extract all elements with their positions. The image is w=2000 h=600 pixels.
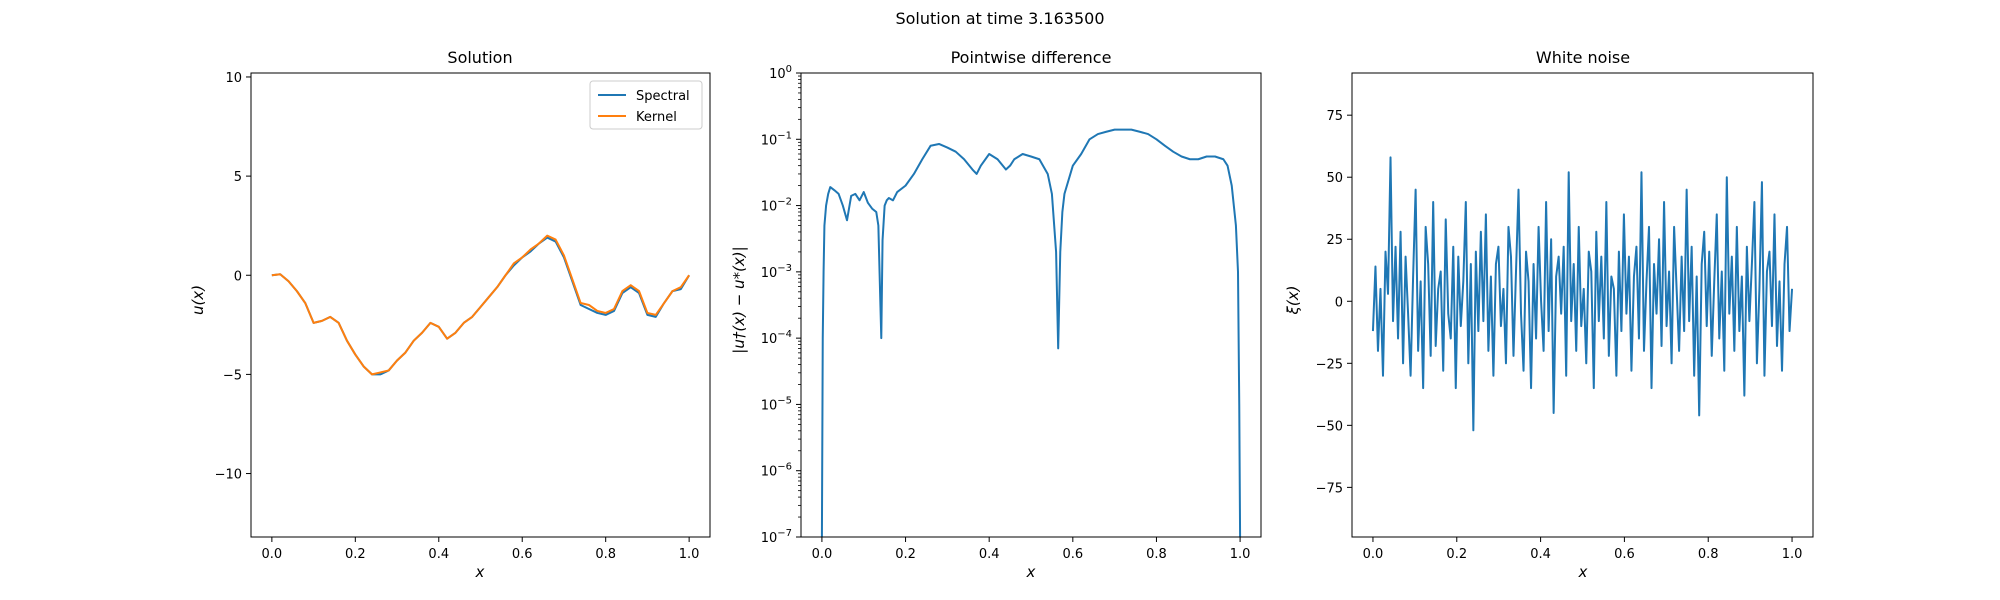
y-tick-label: 75 xyxy=(1326,109,1343,124)
y-tick-label: 10−2 xyxy=(761,197,792,215)
x-tick-label: 0.2 xyxy=(895,547,916,562)
y-tick-label: 25 xyxy=(1326,233,1343,248)
x-tick-label: 0.2 xyxy=(345,547,366,562)
axes-frame xyxy=(250,72,711,538)
x-tick-label: 0.8 xyxy=(1146,547,1167,562)
y-tick-label: 10−3 xyxy=(761,263,792,281)
x-tick-label: 0.4 xyxy=(979,547,1000,562)
y-axis-label: u(x) xyxy=(189,285,207,315)
legend: Spectral Kernel xyxy=(589,80,703,130)
x-tick-label: 1.0 xyxy=(1230,547,1251,562)
y-tick-label: −5 xyxy=(223,368,242,383)
subplot-title: Solution xyxy=(447,48,512,67)
y-tick-label: 0 xyxy=(1335,295,1343,310)
series-line-0 xyxy=(1371,156,1794,432)
subplot-title: Pointwise difference xyxy=(951,48,1112,67)
x-tick-label: 1.0 xyxy=(679,547,700,562)
x-tick-label: 0.0 xyxy=(812,547,833,562)
y-tick-label: −75 xyxy=(1316,481,1343,496)
x-tick-label: 0.6 xyxy=(512,547,533,562)
legend-label: Kernel xyxy=(636,110,677,125)
x-axis-label: x xyxy=(1026,563,1036,581)
y-tick-label: 10−5 xyxy=(761,395,792,413)
x-axis-label: x xyxy=(475,563,485,581)
figure-suptitle: Solution at time 3.163500 xyxy=(895,9,1104,28)
x-tick-label: 1.0 xyxy=(1782,547,1803,562)
x-tick-label: 0.0 xyxy=(1363,547,1384,562)
x-tick-label: 0.4 xyxy=(428,547,449,562)
y-axis-label: |u†(x) − u*(x)| xyxy=(730,246,748,353)
subplot-title: White noise xyxy=(1536,48,1630,67)
solution-plot: Solution x u(x) 0.0 0.2 0.4 0.6 0.8 1.0 −10 −5 0… xyxy=(189,48,711,581)
axes-frame xyxy=(800,72,1262,538)
y-tick-label: 0 xyxy=(234,269,242,284)
x-tick-label: 0.6 xyxy=(1062,547,1083,562)
series-line-0 xyxy=(820,128,1242,537)
white-noise-plot: White noise x ξ(x) 0.0 0.2 0.4 0.6 0.8 1.0 −75… xyxy=(1284,48,1814,581)
x-tick-label: 0.2 xyxy=(1446,547,1467,562)
pointwise-difference-plot: Pointwise difference x |u†(x) − u*(x)| 0… xyxy=(730,48,1262,581)
x-tick-label: 0.8 xyxy=(1698,547,1719,562)
x-tick-label: 0.8 xyxy=(595,547,616,562)
y-tick-label: 10−6 xyxy=(761,462,792,480)
x-axis-label: x xyxy=(1578,563,1588,581)
y-tick-label: 10−4 xyxy=(761,329,792,347)
y-axis-label: ξ(x) xyxy=(1284,286,1302,316)
legend-label: Spectral xyxy=(636,89,690,104)
y-tick-label: 100 xyxy=(769,64,792,82)
axes-frame xyxy=(1351,72,1814,538)
y-tick-label: −50 xyxy=(1316,419,1343,434)
y-tick-label: 10 xyxy=(225,71,242,86)
y-tick-label: 10−1 xyxy=(761,130,792,148)
x-tick-label: 0.6 xyxy=(1614,547,1635,562)
y-tick-label: 10−7 xyxy=(761,528,792,546)
y-tick-label: −10 xyxy=(215,468,242,483)
x-tick-label: 0.0 xyxy=(262,547,283,562)
series-line-kernel xyxy=(271,234,690,376)
y-tick-label: −25 xyxy=(1316,357,1343,372)
y-tick-label: 5 xyxy=(234,170,242,185)
y-tick-label: 50 xyxy=(1326,171,1343,186)
x-tick-label: 0.4 xyxy=(1530,547,1551,562)
